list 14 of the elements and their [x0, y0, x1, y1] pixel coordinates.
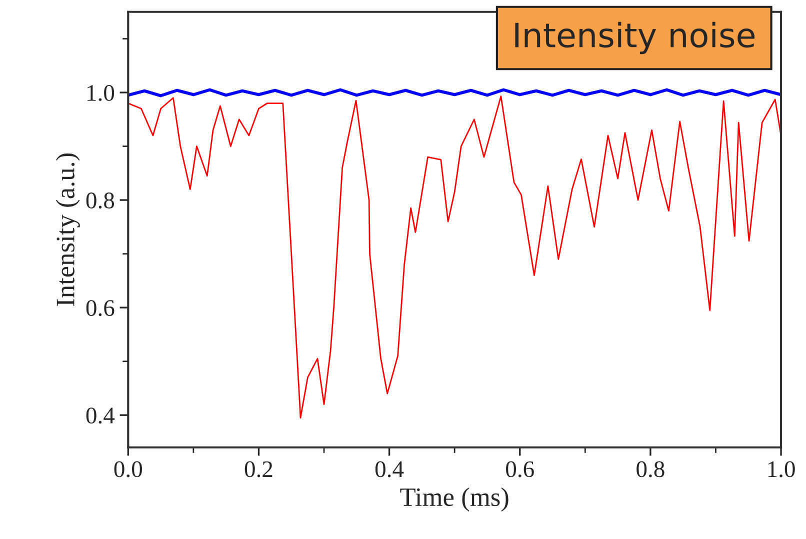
y-axis-title: Intensity (a.u.): [56, 153, 80, 306]
x-tick-label: 0.4: [375, 461, 404, 478]
x-tick-label: 0.2: [244, 461, 272, 478]
y-tick-label: 1.0: [88, 85, 114, 102]
x-axis-title: Time (ms): [400, 488, 508, 512]
x-tick-label: 0.0: [114, 461, 142, 478]
y-tick-label: 0.8: [86, 192, 114, 209]
x-tick-label: 0.6: [506, 461, 534, 478]
x-tick-label: 0.8: [636, 461, 664, 478]
line-series: [128, 96, 782, 418]
y-tick-label: 0.4: [86, 408, 115, 424]
annotation: Intensity noise: [515, 22, 755, 54]
x-tick-label: 1.0: [768, 461, 795, 478]
y-tick-label: 0.6: [86, 300, 114, 316]
